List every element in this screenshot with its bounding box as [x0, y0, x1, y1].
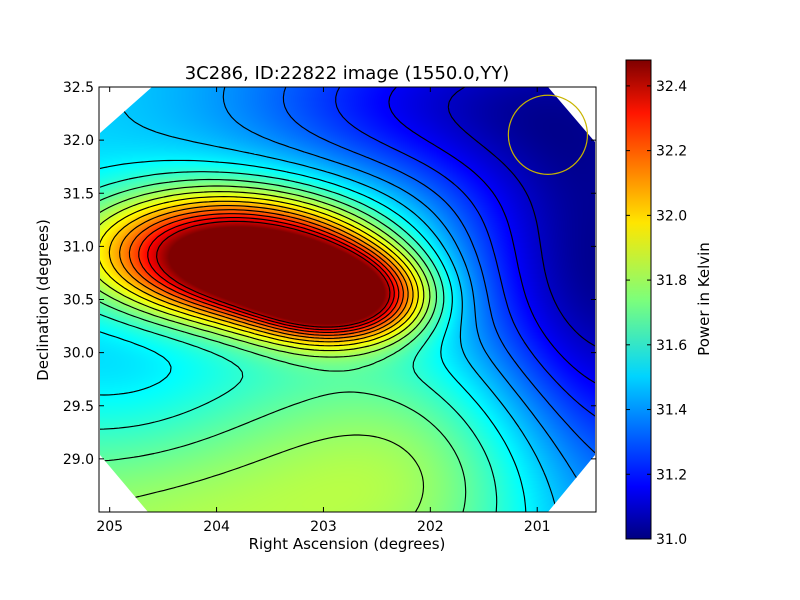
- y-tick-label: 29.5: [63, 399, 94, 415]
- colorbar-tick-label: 31.2: [656, 467, 687, 483]
- contour-line: [100, 178, 467, 512]
- beam-circle: [507, 94, 589, 175]
- colorbar-tick-label: 31.8: [656, 273, 687, 289]
- y-tick-label: 29.0: [63, 452, 94, 468]
- contour-line: [222, 87, 595, 512]
- colorbar-tick-label: 31.0: [656, 532, 687, 548]
- colorbar-tick-label: 32.4: [656, 79, 687, 95]
- contour-line: [156, 220, 391, 328]
- colorbar-frame: [625, 59, 652, 540]
- colorbar-tick-label: 31.4: [656, 403, 687, 419]
- y-axis-ticks: 29.0 29.5 30.0 30.5 31.0 31.5 32.0 32.5: [63, 80, 596, 468]
- y-tick-label: 32.0: [63, 133, 94, 149]
- contour-line: [100, 185, 431, 512]
- heatmap-plot: 205 204 203 202 201 29.0 29.5 30.0 30.5 31.0 31.5…: [63, 80, 597, 535]
- colorbar-tick-label: 32.2: [656, 144, 687, 160]
- x-tick-label: 204: [203, 519, 230, 535]
- y-axis-label: Declination (degrees): [34, 219, 52, 381]
- contour-lines: [100, 87, 595, 512]
- heatmap-image: [100, 87, 595, 512]
- contour-line: [128, 209, 404, 336]
- contour-line: [147, 217, 395, 331]
- contour-line: [100, 159, 527, 512]
- x-tick-label: 201: [524, 519, 551, 535]
- colorbar-tick-label: 31.6: [656, 338, 687, 354]
- y-tick-label: 30.5: [63, 293, 94, 309]
- y-tick-label: 30.0: [63, 346, 94, 362]
- colorbar: 31.0 31.2 31.4 31.6 31.8 32.0 32.2 32.4 Power i…: [625, 59, 713, 548]
- colorbar-gradient: [626, 60, 651, 539]
- contour-line: [138, 213, 400, 333]
- y-tick-label: 32.5: [63, 80, 94, 96]
- contour-line: [282, 87, 595, 457]
- x-tick-label: 203: [310, 519, 337, 535]
- colorbar-label: Power in Kelvin: [695, 242, 713, 356]
- colorbar-tick-label: 32.0: [656, 208, 687, 224]
- x-tick-label: 205: [96, 519, 123, 535]
- contour-line: [100, 191, 425, 352]
- x-axis-label: Right Ascension (degrees): [249, 535, 446, 553]
- y-tick-label: 31.5: [63, 186, 94, 202]
- contour-line: [100, 196, 419, 347]
- x-axis-ticks: 205 204 203 202 201: [96, 87, 551, 535]
- contour-line: [388, 87, 595, 386]
- contour-line: [108, 200, 414, 343]
- contour-line: [335, 87, 595, 420]
- contour-line: [119, 205, 409, 339]
- colorbar-ticks: 31.0 31.2 31.4 31.6 31.8 32.0 32.2 32.4: [626, 79, 687, 548]
- y-tick-label: 31.0: [63, 239, 94, 255]
- chart-title: 3C286, ID:22822 image (1550.0,YY): [185, 63, 510, 84]
- contour-line: [447, 87, 595, 349]
- x-tick-label: 202: [417, 519, 444, 535]
- contour-line: [100, 171, 498, 512]
